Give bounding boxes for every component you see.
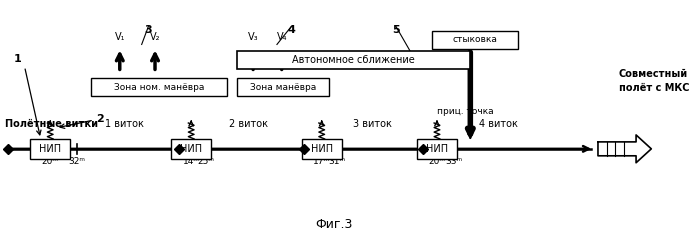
Text: V₃: V₃	[248, 32, 259, 42]
Text: 17ᵐ: 17ᵐ	[313, 157, 331, 166]
Text: V₄: V₄	[277, 32, 287, 42]
Text: НИП: НИП	[426, 144, 448, 154]
Text: 25ᵐ: 25ᵐ	[197, 157, 214, 166]
FancyBboxPatch shape	[417, 139, 457, 159]
Text: 3 виток: 3 виток	[353, 119, 391, 129]
Text: 3: 3	[145, 25, 152, 35]
Text: 4 виток: 4 виток	[480, 119, 519, 129]
Text: 4: 4	[287, 25, 295, 35]
Text: НИП: НИП	[39, 144, 62, 154]
Text: Совместный
полёт с МКС: Совместный полёт с МКС	[619, 69, 689, 92]
Text: НИП: НИП	[180, 144, 202, 154]
FancyBboxPatch shape	[237, 51, 470, 69]
Text: 32ᵐ: 32ᵐ	[69, 157, 85, 166]
Text: 20ᵐ: 20ᵐ	[428, 157, 445, 166]
Text: Фиг.3: Фиг.3	[315, 218, 353, 231]
Text: 2: 2	[96, 114, 103, 124]
FancyBboxPatch shape	[30, 139, 70, 159]
FancyBboxPatch shape	[237, 78, 329, 96]
FancyBboxPatch shape	[171, 139, 211, 159]
Text: 1: 1	[14, 54, 22, 64]
Text: V₂: V₂	[150, 32, 160, 42]
Text: стыковка: стыковка	[453, 35, 498, 44]
Text: 20ᵐ: 20ᵐ	[42, 157, 59, 166]
Text: 1 виток: 1 виток	[105, 119, 144, 129]
Text: Зона манёвра: Зона манёвра	[250, 83, 316, 92]
FancyBboxPatch shape	[302, 139, 342, 159]
Text: 5: 5	[392, 25, 400, 35]
Text: Полётные витки: Полётные витки	[4, 119, 98, 129]
Text: НИП: НИП	[310, 144, 333, 154]
FancyBboxPatch shape	[432, 30, 518, 50]
Text: Зона ном. манёвра: Зона ном. манёвра	[114, 83, 205, 92]
Text: Автономное сближение: Автономное сближение	[292, 55, 415, 65]
Text: V₁: V₁	[115, 32, 125, 42]
Text: 31ᵐ: 31ᵐ	[329, 157, 345, 166]
Text: 33ᵐ: 33ᵐ	[445, 157, 463, 166]
FancyBboxPatch shape	[91, 78, 227, 96]
Text: 14ᵐ: 14ᵐ	[182, 157, 200, 166]
Text: 2 виток: 2 виток	[229, 119, 268, 129]
Text: приц. точка: приц. точка	[437, 107, 493, 116]
